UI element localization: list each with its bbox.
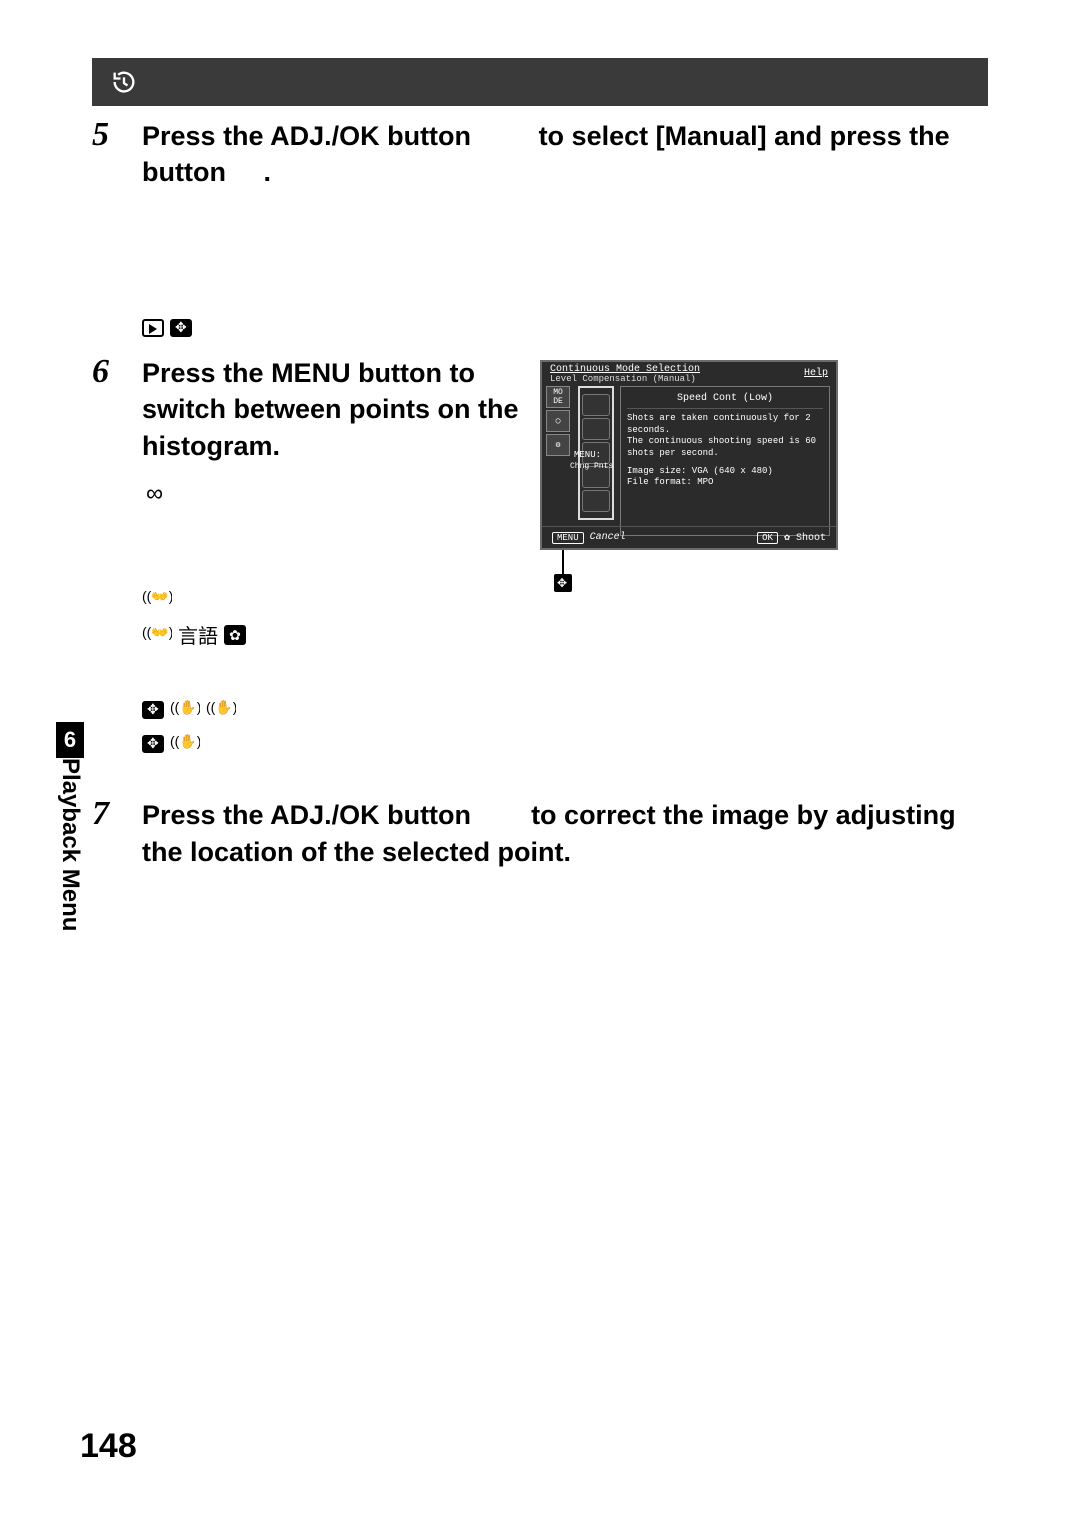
cam-description: Speed Cont (Low) Shots are taken continu…: [620, 386, 830, 536]
cam-option-icon: [582, 394, 610, 416]
flower-icon: ✿: [224, 625, 246, 645]
step-5-text-a: Press the ADJ./OK button: [142, 121, 471, 151]
cam-line3: Image size: VGA (640 x 480): [627, 466, 823, 478]
dpad-icon: [170, 319, 192, 337]
cam-footer: MENU Cancel OK ✿ Shoot: [542, 526, 836, 548]
glyph-row-2: ((👐)) 言語 ✿: [142, 620, 562, 649]
step-7-text-a: Press the ADJ./OK button: [142, 800, 471, 830]
step-number: 5: [92, 118, 124, 337]
svg-text:((👐)): ((👐)): [142, 624, 172, 640]
glyph-row-3: ((✋)) ((✋)): [142, 697, 562, 723]
mode-tab-icon: MODE: [546, 386, 570, 408]
step-7: 7 Press the ADJ./OK button to correct th…: [92, 797, 988, 870]
step-number: 7: [92, 797, 124, 870]
cam-option-icon: [582, 418, 610, 440]
step-5: 5 Press the ADJ./OK button to select [Ma…: [92, 118, 988, 337]
cam-line1: Shots are taken continuously for 2 secon…: [627, 413, 823, 436]
shoot-label: ✿ Shoot: [784, 532, 826, 544]
page-number: 148: [80, 1427, 137, 1466]
language-glyph: 言語: [178, 620, 218, 649]
hands-icon: ((✋)): [170, 697, 200, 723]
cam-line4: File format: MPO: [627, 477, 823, 489]
hands-icon: ((👐)): [142, 622, 172, 648]
hands-icon: ((👐)): [142, 586, 172, 612]
svg-text:((👐)): ((👐)): [142, 588, 172, 604]
mode-tab-icon: ◯: [546, 410, 570, 432]
step-5-text-c: .: [263, 157, 271, 187]
icon-row-playback: [142, 319, 988, 337]
playback-icon: [142, 319, 164, 337]
step-7-heading: Press the ADJ./OK button to correct the …: [142, 797, 988, 870]
cam-option-icon: [582, 490, 610, 512]
callout-dpad-icon: ✥: [554, 574, 572, 592]
svg-text:✥: ✥: [557, 576, 567, 590]
ok-pill: OK: [757, 532, 778, 544]
glyph-row-4: ((✋)): [142, 731, 562, 757]
step-number: 6: [92, 355, 124, 757]
chapter-number-box: 6: [56, 722, 84, 758]
menu-pill: MENU: [552, 532, 584, 544]
dpad-icon: [142, 735, 164, 753]
step-5-heading: Press the ADJ./OK button to select [Manu…: [142, 118, 988, 191]
cam-mid-label-top: MENU:: [574, 450, 601, 460]
cam-help: Help: [804, 368, 828, 379]
mode-tab-icon: ⚙: [546, 434, 570, 456]
header-bar: [92, 58, 988, 106]
camera-lcd: Continuous Mode Selection Level Compensa…: [540, 360, 838, 550]
cam-left-tabs: MODE ◯ ⚙: [546, 386, 574, 458]
infinity-glyph: ∞: [146, 480, 562, 508]
svg-text:((✋)): ((✋)): [206, 699, 236, 715]
hands-icon: ((✋)): [206, 697, 236, 723]
cancel-label: Cancel: [590, 532, 626, 543]
clock-back-icon: [110, 68, 138, 96]
svg-text:((✋)): ((✋)): [170, 699, 200, 715]
glyph-row-1: ((👐)): [142, 586, 562, 612]
step-6-heading: Press the MENU button to switch between …: [142, 355, 562, 464]
cam-line2: The continuous shooting speed is 60 shot…: [627, 436, 823, 459]
side-tab-label: Playback Menu: [56, 758, 84, 978]
dpad-icon: [142, 701, 164, 719]
cam-subtitle: Level Compensation (Manual): [550, 374, 696, 384]
cam-right-header: Speed Cont (Low): [627, 393, 823, 409]
camera-screenshot: Continuous Mode Selection Level Compensa…: [540, 360, 840, 550]
cam-mid-label-bot: Chng Pnts: [570, 462, 613, 471]
svg-text:((✋)): ((✋)): [170, 733, 200, 749]
hands-icon: ((✋)): [170, 731, 200, 757]
